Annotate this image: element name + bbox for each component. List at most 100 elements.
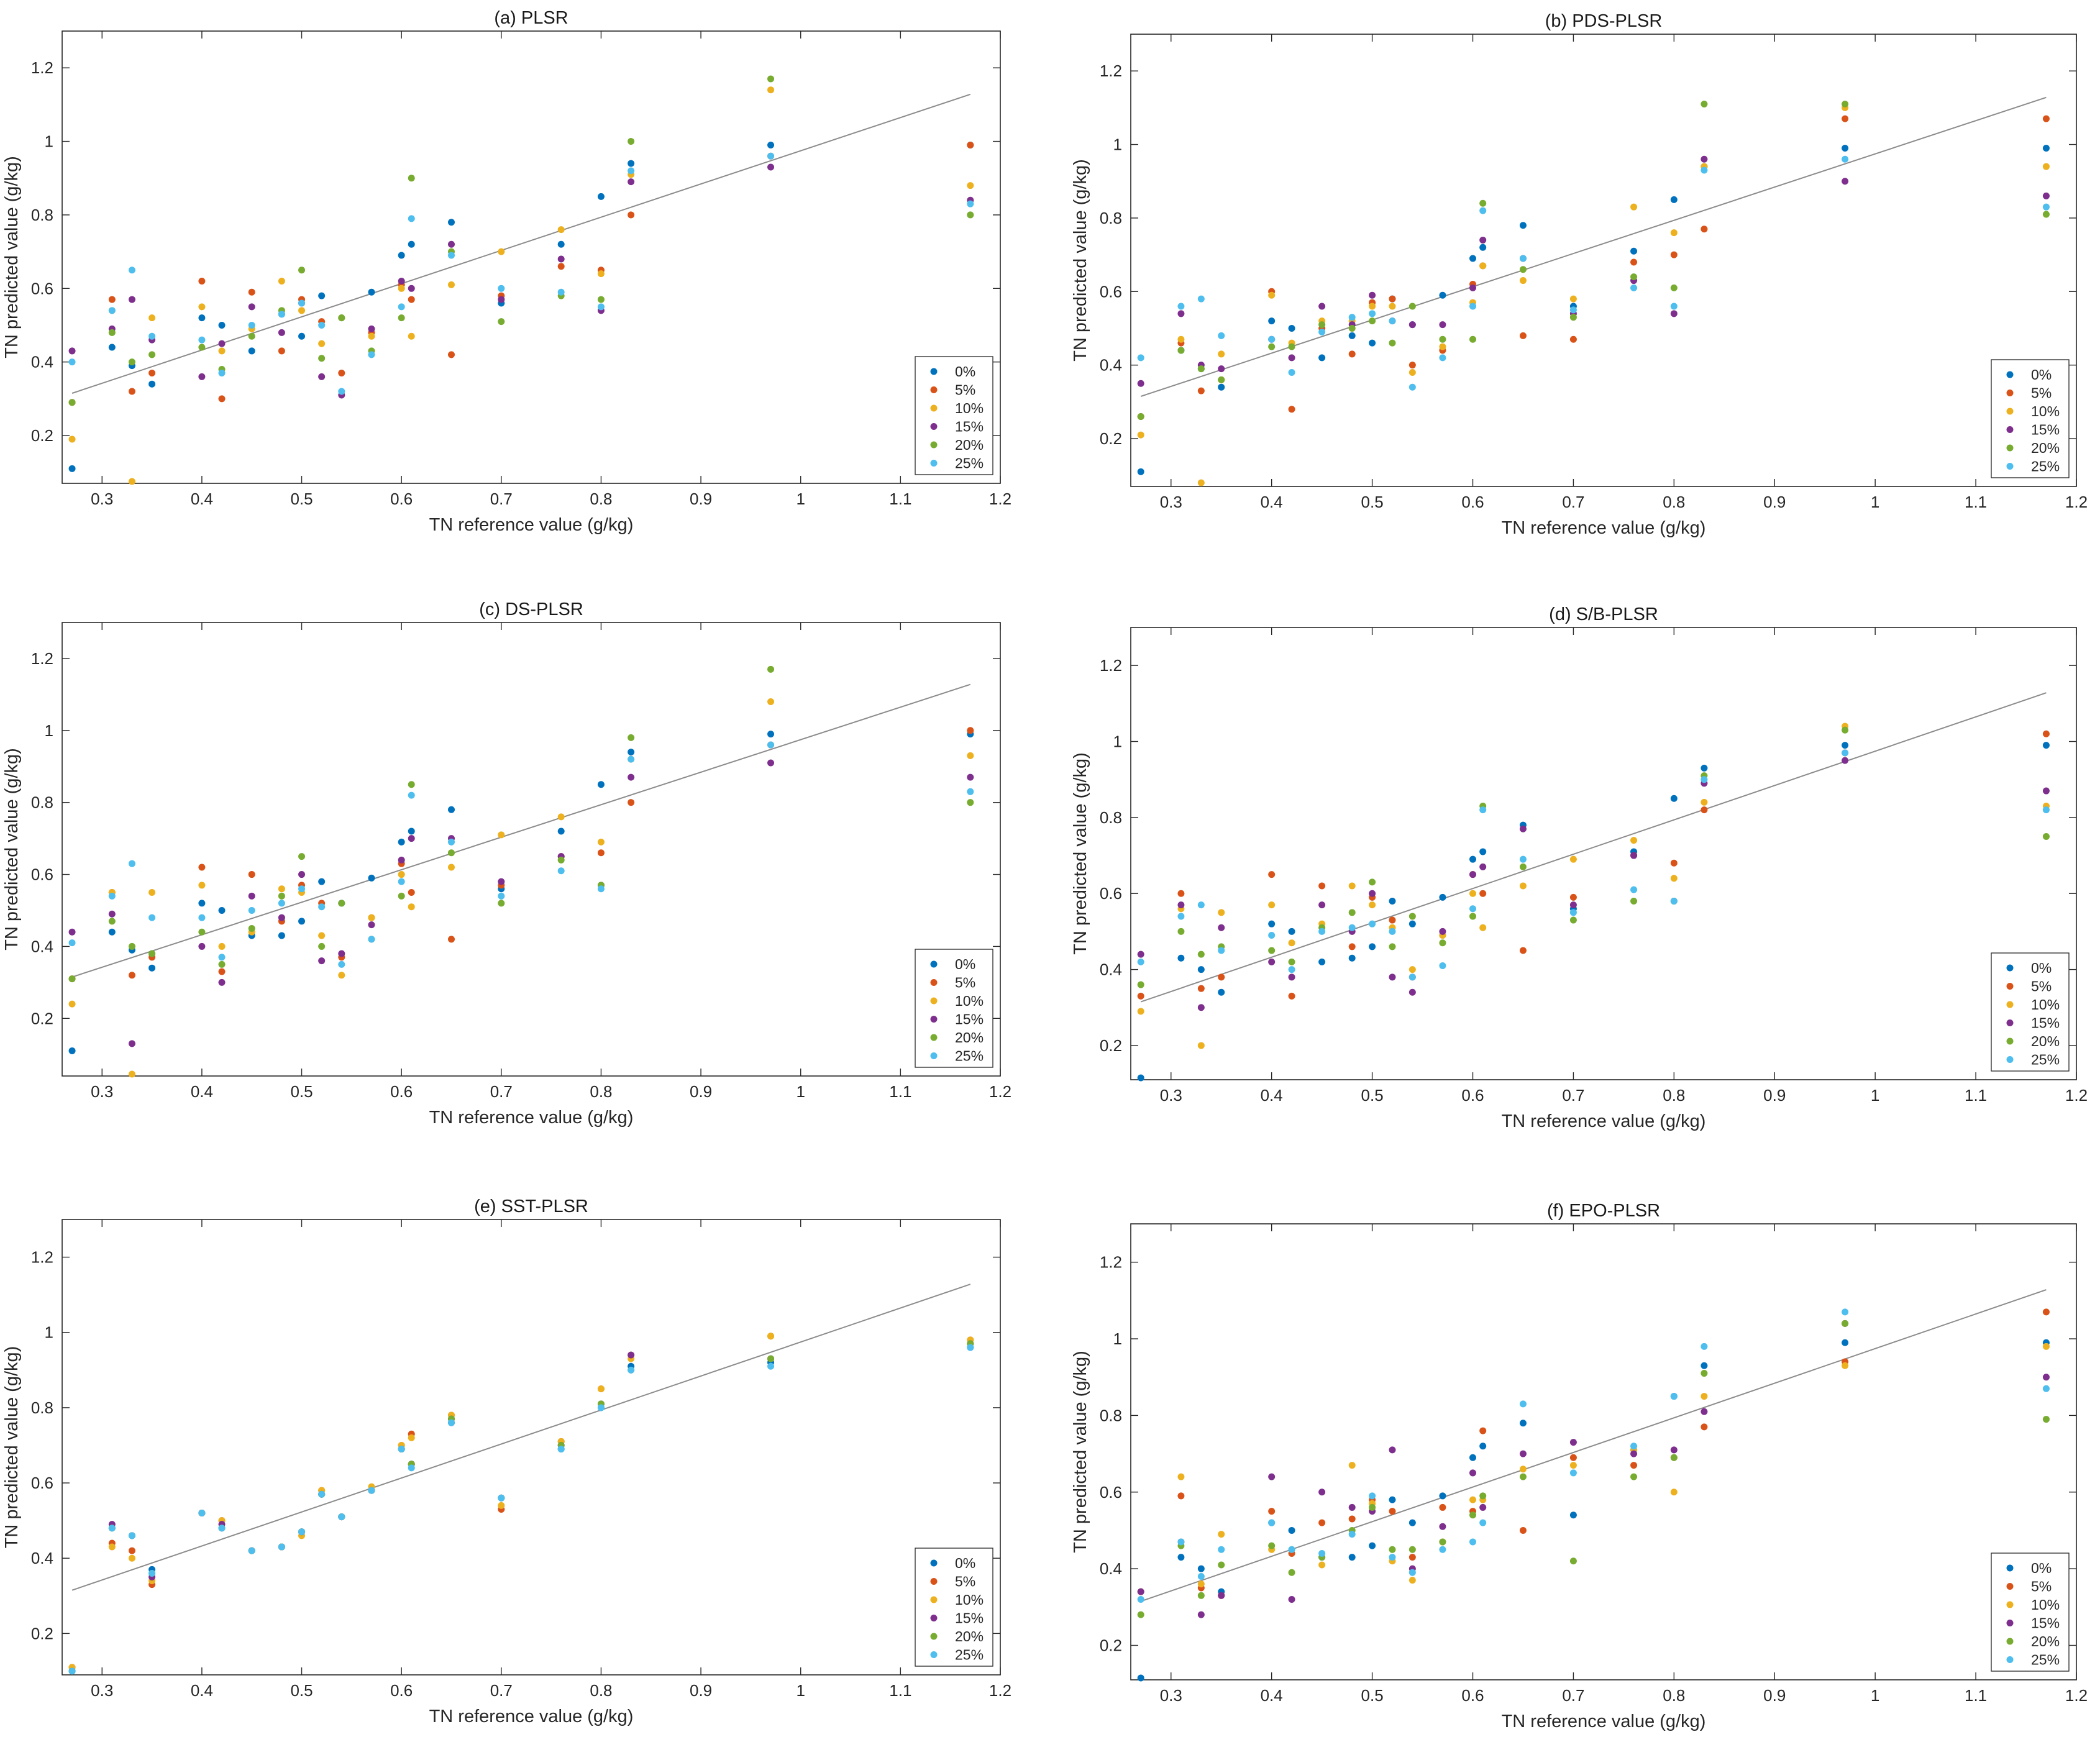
data-point [967, 211, 974, 219]
y-tick-label: 0.8 [31, 1398, 53, 1417]
data-point [1348, 1503, 1356, 1511]
data-point [1439, 291, 1446, 299]
x-tick-label: 0.8 [590, 1082, 612, 1101]
data-point [1701, 1393, 1708, 1400]
data-point [1408, 1546, 1416, 1553]
legend-label: 10% [955, 1592, 984, 1608]
data-point [1348, 314, 1356, 321]
data-point [408, 903, 415, 911]
data-point [1268, 932, 1276, 939]
data-point [1348, 1531, 1356, 1538]
regression-line [71, 1283, 971, 1591]
data-point [1701, 1423, 1708, 1431]
data-point [597, 838, 605, 846]
data-point [1439, 893, 1446, 901]
data-point [1842, 115, 1849, 122]
x-tick-label: 0.3 [91, 1082, 113, 1101]
data-point [1519, 1450, 1527, 1457]
data-point [1288, 1526, 1295, 1534]
y-tick-label: 0.2 [31, 1009, 53, 1028]
data-point [338, 314, 345, 322]
legend-label: 15% [2031, 1015, 2060, 1031]
data-point [128, 1554, 135, 1562]
data-point [218, 340, 226, 347]
data-point [2042, 1374, 2050, 1381]
data-point [408, 835, 415, 842]
x-tick-label: 0.6 [1461, 493, 1484, 511]
y-tick-label: 1.2 [1100, 62, 1122, 80]
x-tick-label: 0.6 [390, 1082, 413, 1101]
data-point [967, 773, 974, 781]
data-point [1630, 258, 1638, 266]
data-point [278, 900, 285, 907]
data-point [68, 939, 76, 947]
data-point [1197, 1572, 1205, 1580]
series-25pct [1137, 155, 2050, 391]
data-point [1369, 943, 1376, 951]
data-point [1389, 973, 1396, 981]
data-point [148, 914, 156, 921]
legend-label: 5% [955, 975, 975, 991]
data-point [368, 1487, 375, 1494]
data-point [1177, 347, 1185, 354]
data-point [1197, 985, 1205, 992]
data-point [1670, 1393, 1678, 1400]
data-point [68, 1047, 76, 1054]
data-point [447, 838, 455, 846]
y-tick-label: 0.4 [31, 353, 53, 372]
legend-marker [2006, 1564, 2014, 1572]
chart-panel-c: (c) DS-PLSR 0.3 0.4 0.5 0.6 0.7 0.8 0.9 1 1.1 1.2 0… [2, 600, 1011, 1128]
legend-label: 0% [955, 1555, 975, 1571]
data-point [1197, 387, 1205, 394]
data-point [557, 255, 565, 263]
panel-title: (a) PLSR [494, 8, 568, 28]
data-point [1408, 1519, 1416, 1526]
data-point [1137, 992, 1144, 1000]
data-point [398, 314, 405, 322]
data-point [1479, 1443, 1487, 1450]
data-point [1318, 882, 1326, 890]
data-point [1701, 764, 1708, 772]
data-point [408, 1434, 415, 1441]
data-point [1369, 317, 1376, 325]
data-point [1569, 1557, 1577, 1565]
x-tick-label: 0.4 [191, 1082, 213, 1101]
legend-label: 5% [955, 382, 975, 398]
data-point [557, 226, 565, 234]
x-axis-label: TN reference value (g/kg) [1502, 1111, 1706, 1131]
data-point [2042, 1308, 2050, 1316]
data-point [108, 928, 116, 936]
data-point [1408, 362, 1416, 369]
data-point [198, 1510, 206, 1517]
data-point [1389, 339, 1396, 347]
data-point [1842, 178, 1849, 185]
chart-panel-e: (e) SST-PLSR 0.3 0.4 0.5 0.6 0.7 0.8 0.9 1 1.1 1.2… [2, 1197, 1011, 1726]
x-tick-label: 1.1 [889, 490, 911, 508]
x-tick-label: 1.2 [2065, 1686, 2088, 1705]
data-point [398, 856, 405, 864]
data-point [198, 942, 206, 950]
plot-area [1130, 1223, 2077, 1680]
data-point [767, 1355, 775, 1362]
legend-label: 15% [955, 1011, 984, 1028]
data-point [1519, 825, 1527, 832]
data-point [1519, 266, 1527, 273]
data-point [198, 914, 206, 921]
data-point [1670, 795, 1678, 802]
legend-box [1991, 952, 2070, 1072]
data-point [408, 827, 415, 835]
data-point [1389, 897, 1396, 905]
data-point [628, 799, 635, 806]
data-point [1389, 303, 1396, 310]
data-point [597, 193, 605, 200]
data-point [1479, 863, 1487, 870]
data-point [447, 864, 455, 871]
data-point [1389, 1508, 1396, 1515]
data-point [557, 827, 565, 835]
y-tick-label: 0.8 [31, 206, 53, 224]
data-point [597, 270, 605, 278]
x-tick-label: 1.1 [1965, 493, 1987, 511]
y-tick-label: 0.2 [1100, 1636, 1122, 1654]
data-point [597, 781, 605, 788]
data-point [1842, 100, 1849, 107]
